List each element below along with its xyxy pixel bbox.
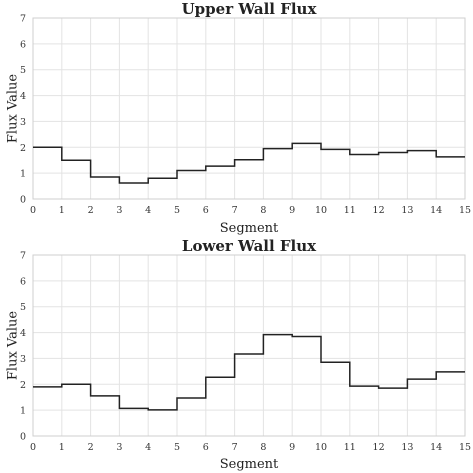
y-tick-label: 0 — [20, 195, 26, 206]
x-tick-label: 12 — [373, 442, 385, 453]
x-tick-label: 9 — [289, 205, 295, 216]
x-tick-label: 15 — [459, 442, 471, 453]
x-tick-label: 1 — [59, 442, 65, 453]
x-tick-label: 1 — [59, 205, 65, 216]
y-tick-label: 6 — [20, 39, 26, 50]
y-tick-label: 1 — [20, 169, 26, 180]
y-tick-label: 5 — [20, 65, 26, 76]
y-axis-label: Flux Value — [6, 311, 21, 380]
y-tick-label: 4 — [20, 328, 26, 339]
x-tick-label: 11 — [344, 205, 356, 216]
x-tick-label: 4 — [145, 205, 151, 216]
chart-title: Lower Wall Flux — [182, 237, 317, 255]
y-axis-label: Flux Value — [6, 74, 21, 143]
x-tick-label: 14 — [430, 442, 442, 453]
x-tick-label: 13 — [401, 442, 413, 453]
x-tick-label: 6 — [203, 205, 209, 216]
x-tick-label: 8 — [260, 442, 266, 453]
x-tick-label: 8 — [260, 205, 266, 216]
x-tick-labels: 0 1 2 3 4 5 6 7 8 9 10 11 12 13 14 15 — [30, 442, 471, 453]
x-tick-label: 4 — [145, 442, 151, 453]
grid — [32, 254, 466, 437]
y-tick-labels: 0 1 2 3 4 5 6 7 — [20, 251, 26, 443]
x-tick-label: 3 — [116, 442, 122, 453]
x-tick-label: 10 — [315, 205, 327, 216]
chart-title: Upper Wall Flux — [182, 0, 318, 18]
upper-wall-flux-series — [33, 142, 465, 184]
y-tick-label: 2 — [20, 143, 26, 154]
y-tick-label: 5 — [20, 302, 26, 313]
y-tick-label: 6 — [20, 276, 26, 287]
x-tick-label: 13 — [401, 205, 413, 216]
plot-frame — [32, 17, 466, 200]
x-tick-label: 0 — [30, 205, 36, 216]
x-tick-label: 0 — [30, 442, 36, 453]
x-tick-label: 14 — [430, 205, 442, 216]
x-tick-label: 12 — [373, 205, 385, 216]
y-tick-label: 7 — [20, 251, 26, 262]
plot-frame — [32, 254, 466, 437]
x-tick-label: 2 — [88, 205, 94, 216]
x-axis-label: Segment — [220, 221, 279, 236]
y-tick-label: 4 — [20, 91, 26, 102]
x-tick-label: 5 — [174, 442, 180, 453]
x-tick-label: 7 — [232, 205, 238, 216]
x-tick-label: 15 — [459, 205, 471, 216]
x-tick-label: 9 — [289, 442, 295, 453]
x-tick-label: 7 — [232, 442, 238, 453]
x-tick-label: 3 — [116, 205, 122, 216]
y-tick-label: 1 — [20, 406, 26, 417]
grid — [32, 17, 466, 200]
y-tick-label: 0 — [20, 432, 26, 443]
x-tick-label: 11 — [344, 442, 356, 453]
y-tick-label: 7 — [20, 14, 26, 25]
lower-wall-flux-series — [33, 333, 465, 411]
x-axis-label: Segment — [220, 457, 279, 472]
y-tick-labels: 0 1 2 3 4 5 6 7 — [20, 14, 26, 206]
x-tick-labels: 0 1 2 3 4 5 6 7 8 9 10 11 12 13 14 15 — [30, 205, 471, 216]
y-tick-label: 3 — [20, 117, 26, 128]
x-tick-label: 5 — [174, 205, 180, 216]
x-tick-label: 2 — [88, 442, 94, 453]
y-tick-label: 2 — [20, 380, 26, 391]
x-tick-label: 10 — [315, 442, 327, 453]
y-tick-label: 3 — [20, 354, 26, 365]
x-tick-label: 6 — [203, 442, 209, 453]
